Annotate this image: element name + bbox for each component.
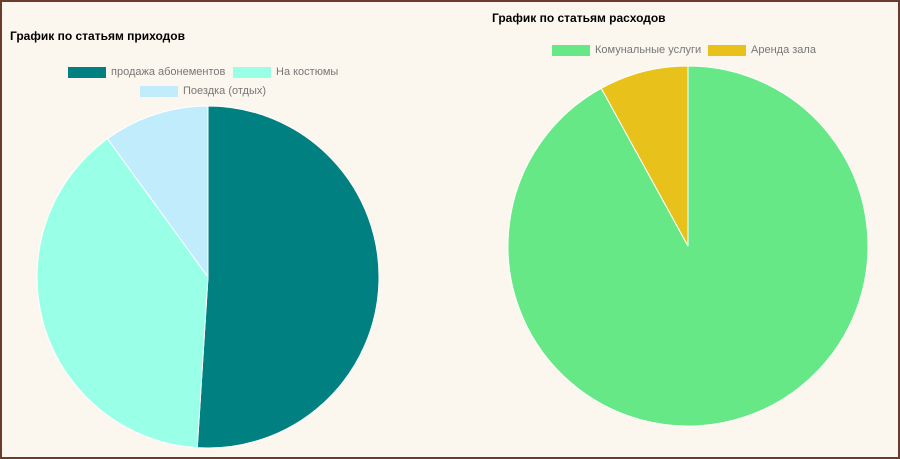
- legend-item-costumes[interactable]: На костюмы: [233, 66, 338, 78]
- income-pie-slice-0[interactable]: [196, 105, 380, 449]
- legend-item-subscriptions[interactable]: продажа абонементов: [68, 66, 225, 78]
- expense-pie-chart: [507, 65, 869, 427]
- legend-item-trip[interactable]: Поездка (отдых): [140, 85, 266, 97]
- legend-item-utilities[interactable]: Комунальные услуги: [552, 44, 701, 56]
- legend-label: продажа абонементов: [111, 66, 226, 78]
- legend-swatch: [233, 66, 271, 78]
- expense-chart-title: График по статьям расходов: [492, 11, 666, 25]
- legend-swatch: [552, 44, 590, 56]
- legend-item-hall-rent[interactable]: Аренда зала: [708, 44, 816, 56]
- expense-pie-slice-1[interactable]: [600, 65, 689, 247]
- income-chart-panel: График по статьям приходов продажа абоне…: [2, 2, 452, 457]
- income-pie-slice-2[interactable]: [106, 105, 209, 279]
- legend-label: На костюмы: [276, 66, 339, 78]
- income-pie-chart: [36, 105, 380, 449]
- expense-chart-panel: График по статьям расходов Комунальные у…: [452, 2, 898, 457]
- income-pie-slice-1[interactable]: [36, 137, 209, 449]
- legend-swatch: [140, 85, 178, 97]
- legend-label: Аренда зала: [751, 44, 816, 56]
- legend-label: Комунальные услуги: [595, 44, 702, 56]
- legend-swatch: [708, 44, 746, 56]
- legend-swatch: [68, 66, 106, 78]
- income-chart-title: График по статьям приходов: [10, 29, 185, 43]
- legend-label: Поездка (отдых): [183, 85, 267, 97]
